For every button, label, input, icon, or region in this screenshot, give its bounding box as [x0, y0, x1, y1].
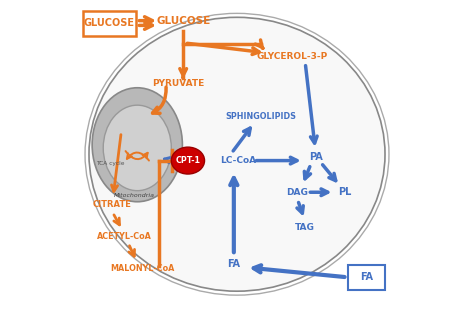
- Text: TCA cycle: TCA cycle: [96, 161, 125, 166]
- Text: GLUCOSE: GLUCOSE: [156, 16, 210, 26]
- Ellipse shape: [103, 105, 171, 191]
- Text: CPT-1: CPT-1: [175, 156, 201, 165]
- Text: MALONYL-CoA: MALONYL-CoA: [110, 264, 174, 273]
- FancyBboxPatch shape: [83, 11, 136, 36]
- Text: SPHINGOLIPIDS: SPHINGOLIPIDS: [225, 112, 296, 121]
- Text: ACETYL-CoA: ACETYL-CoA: [97, 232, 152, 241]
- Text: CITRATE: CITRATE: [92, 200, 131, 210]
- Text: GLUCOSE: GLUCOSE: [84, 18, 135, 28]
- Text: PA: PA: [309, 152, 322, 162]
- Text: LC-CoA: LC-CoA: [220, 156, 256, 165]
- Text: TAG: TAG: [295, 223, 315, 232]
- Text: GLYCEROL-3-P: GLYCEROL-3-P: [257, 52, 328, 61]
- Ellipse shape: [171, 147, 205, 174]
- Text: PYRUVATE: PYRUVATE: [152, 79, 205, 87]
- Ellipse shape: [89, 17, 385, 291]
- Text: PL: PL: [338, 187, 351, 197]
- Text: DAG: DAG: [286, 188, 308, 197]
- Text: Mitochondria: Mitochondria: [114, 193, 155, 198]
- Text: FA: FA: [228, 259, 240, 269]
- Ellipse shape: [92, 88, 182, 202]
- FancyBboxPatch shape: [348, 265, 385, 290]
- Text: FA: FA: [360, 273, 373, 282]
